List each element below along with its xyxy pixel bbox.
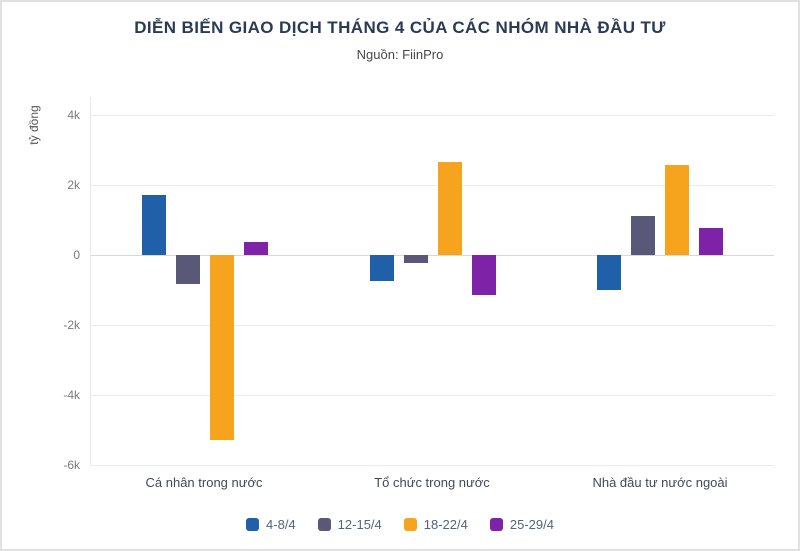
legend-swatch-icon	[246, 518, 260, 531]
gridline	[91, 184, 774, 186]
bar-series-1-category-0[interactable]	[175, 254, 200, 285]
legend-item-3[interactable]: 25-29/4	[489, 517, 554, 532]
y-tick-label: -2k	[63, 317, 80, 332]
bar-series-1-category-1[interactable]	[403, 254, 428, 264]
legend-label: 18-22/4	[423, 517, 468, 532]
bar-series-2-category-1[interactable]	[437, 161, 462, 255]
legend-item-1[interactable]: 12-15/4	[317, 517, 382, 532]
x-axis-label-2: Nhà đầu tư nước ngoài	[592, 475, 728, 490]
legend-item-0[interactable]: 4-8/4	[246, 517, 296, 532]
x-axis-labels: Cá nhân trong nước Tổ chức trong nước Nhà …	[90, 475, 774, 495]
bar-series-1-category-2[interactable]	[631, 216, 656, 255]
y-axis-tick-labels: 4k 2k 0 -2k -4k -6k	[2, 97, 80, 472]
bar-series-3-category-1[interactable]	[471, 254, 496, 295]
x-axis-label-1: Tổ chức trong nước	[374, 475, 490, 490]
x-axis-label-0: Cá nhân trong nước	[145, 475, 263, 490]
gridline	[91, 324, 774, 326]
legend-label: 25-29/4	[509, 517, 554, 532]
bar-series-0-category-1[interactable]	[369, 254, 394, 281]
y-tick-label: -6k	[63, 458, 80, 472]
bar-series-2-category-2[interactable]	[665, 165, 690, 255]
bar-series-3-category-0[interactable]	[243, 242, 268, 255]
legend-label: 4-8/4	[266, 517, 296, 532]
y-tick-label: -4k	[63, 387, 80, 402]
legend-swatch-icon	[317, 518, 331, 531]
chart-subtitle: Nguồn: FiinPro	[356, 47, 444, 62]
legend: 4-8/4 12-15/4 18-22/4 25-29/4	[2, 517, 798, 532]
zero-gridline	[91, 254, 774, 256]
gridline	[91, 394, 774, 396]
legend-label: 12-15/4	[337, 517, 382, 532]
bar-series-3-category-2[interactable]	[699, 228, 724, 255]
chart-title: DIỄN BIẾN GIAO DỊCH THÁNG 4 CỦA CÁC NHÓM…	[134, 18, 666, 37]
legend-swatch-icon	[489, 518, 503, 531]
legend-swatch-icon	[403, 518, 417, 531]
bar-series-0-category-0[interactable]	[141, 195, 166, 255]
gridline	[91, 114, 774, 116]
legend-item-2[interactable]: 18-22/4	[403, 517, 468, 532]
y-tick-label: 4k	[67, 107, 80, 122]
y-tick-label: 2k	[67, 177, 80, 192]
y-tick-label: 0	[73, 247, 80, 262]
plot-area	[90, 97, 774, 466]
bar-series-0-category-2[interactable]	[597, 254, 622, 290]
bar-series-2-category-0[interactable]	[209, 254, 234, 441]
gridline	[91, 465, 774, 466]
